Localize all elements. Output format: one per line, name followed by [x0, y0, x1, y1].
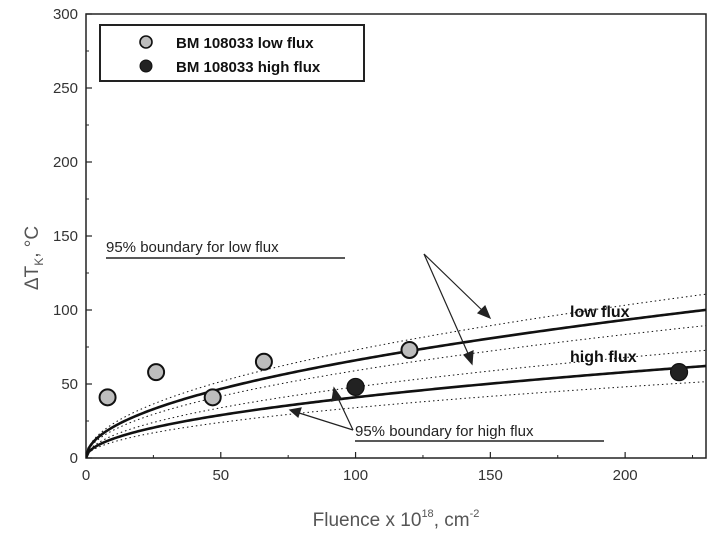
legend-label-high-flux: BM 108033 high flux [176, 59, 321, 76]
x-axis-label-unit: , cm [434, 510, 470, 531]
confidence-boundary-curve [86, 293, 706, 458]
x-tick-label: 0 [82, 467, 90, 484]
fit-curves [86, 293, 706, 458]
x-axis-label-unit-exp: -2 [470, 508, 480, 520]
annotation-high-boundary: 95% boundary for high flux [355, 423, 534, 440]
legend-label-low-flux: BM 108033 low flux [176, 35, 314, 52]
y-tick-label: 250 [53, 80, 78, 97]
x-tick-label: 150 [478, 467, 503, 484]
arrowhead-high-boundary-upper [331, 386, 342, 402]
data-point-low-flux [203, 388, 222, 407]
y-tick-label: 100 [53, 302, 78, 319]
axis-ticks: 0 50 100 150 200 250 300 0 50 100 150 200 [53, 6, 694, 484]
x-axis-label-exp: 18 [421, 508, 433, 520]
fit-curve-high-flux [86, 364, 706, 458]
confidence-boundary-curve [86, 325, 706, 458]
data-point-high-flux [669, 363, 689, 382]
data-point-low-flux [254, 352, 273, 371]
legend-marker-low-flux [139, 35, 153, 49]
confidence-boundary-curve [86, 349, 706, 458]
x-axis-label: Fluence x 1018, cm-2 [313, 508, 480, 531]
y-tick-label: 0 [70, 450, 78, 467]
data-point-high-flux [346, 377, 365, 397]
arrow-high-boundary-lower [295, 411, 354, 431]
y-axis-label-main: ΔT [22, 265, 43, 290]
curve-label-low-flux: low flux [570, 304, 630, 321]
x-tick-label: 100 [343, 467, 368, 484]
x-tick-label: 200 [613, 467, 638, 484]
arrow-low-boundary-upper [423, 253, 487, 315]
arrowhead-low-boundary-upper [476, 304, 492, 320]
legend-marker-high-flux [139, 59, 153, 73]
fit-curve-low-flux [86, 308, 706, 458]
arrow-low-boundary-lower [423, 253, 471, 359]
y-tick-label: 150 [53, 228, 78, 245]
data-point-low-flux [400, 340, 419, 359]
arrowhead-low-boundary-lower [463, 350, 474, 366]
annotation-low-boundary: 95% boundary for low flux [106, 239, 279, 256]
arrowhead-high-boundary-lower [288, 407, 302, 419]
legend: BM 108033 low flux BM 108033 high flux [99, 24, 365, 82]
data-point-low-flux [98, 388, 117, 407]
annotation-arrows [288, 253, 492, 431]
y-tick-label: 200 [53, 154, 78, 171]
y-axis-label: ΔTK, °C [22, 226, 46, 290]
arrow-high-boundary-upper [335, 393, 354, 431]
y-tick-label: 300 [53, 6, 78, 23]
y-axis-label-unit: , °C [22, 226, 43, 258]
y-tick-label: 50 [61, 376, 78, 393]
x-axis-label-main: Fluence x 10 [313, 510, 422, 531]
x-tick-label: 50 [212, 467, 229, 484]
data-point-low-flux [147, 363, 166, 382]
curve-label-high-flux: high flux [570, 349, 637, 366]
data-points [98, 340, 689, 407]
y-axis-label-sub: K [32, 258, 46, 266]
